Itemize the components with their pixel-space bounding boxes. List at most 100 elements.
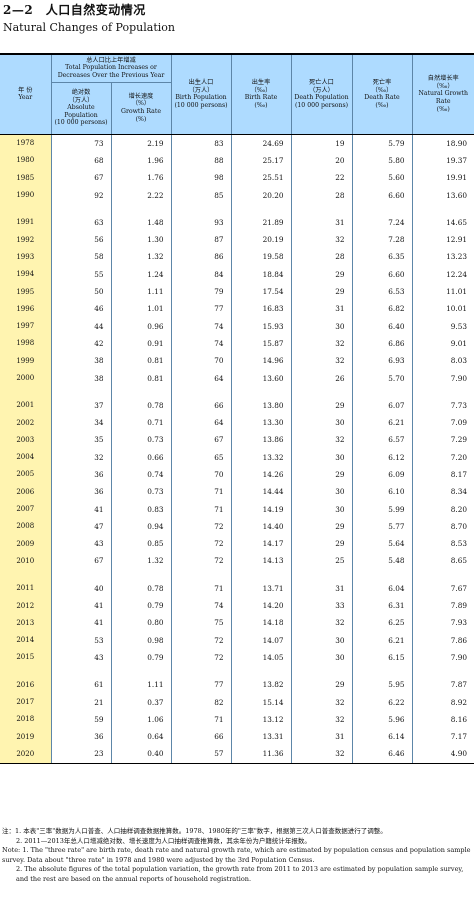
footnotes: 注：1. 本表"三率"数据为人口普查、人口抽样调查数据推算数。1978、1980… (2, 827, 472, 884)
header-absolute-en-unit: (10 000 persons) (54, 119, 108, 127)
value-cell: 14.44 (231, 483, 292, 501)
note-cn-2: 2. 2011—2013年总人口增减绝对数、增长速度为人口抽样调查推算数，其余年… (16, 836, 311, 845)
table-row: 2010 67 1.32 72 14.13 25 5.48 8.65 (0, 552, 474, 570)
table-row: 2017 21 0.37 82 15.14 32 6.22 8.92 (0, 693, 474, 711)
header-growth-unit: （%） (131, 100, 151, 108)
spacer-cell (352, 203, 413, 214)
year-cell: 2011 (0, 579, 52, 597)
value-cell: 14.13 (231, 552, 292, 570)
header-births-unit: （万人） (188, 86, 214, 94)
spacer-cell (0, 569, 52, 580)
value-cell: 8.53 (450, 539, 467, 549)
value-cell: 6.35 (352, 248, 413, 266)
value-cell: 7.20 (450, 452, 467, 462)
value-cell: 32 (291, 230, 353, 249)
value-cell: 6.60 (352, 265, 413, 283)
value-cell: 12.24 (446, 269, 467, 279)
value-cell: 19.91 (446, 173, 467, 183)
value-cell: 83 (171, 134, 232, 152)
header-births-cn: 出生人口 (188, 79, 214, 87)
value-cell: 67 (171, 431, 232, 449)
spacer-cell (171, 666, 232, 677)
table-row: 2009 43 0.85 72 14.17 29 5.64 8.53 (0, 535, 474, 553)
value-cell: 30 (291, 500, 353, 518)
value-cell: 28 (291, 248, 353, 266)
value-cell: 5.80 (352, 151, 413, 170)
header-group-en: Total Population Increases or Decreases … (57, 64, 165, 80)
value-cell: 6.46 (352, 745, 413, 764)
value-cell: 41 (51, 500, 112, 518)
group-spacer (0, 386, 474, 397)
header-birthrate-unit: （‰） (250, 86, 272, 94)
value-cell: 6.53 (352, 282, 413, 301)
value-cell: 30 (291, 413, 353, 432)
header-growth-cn: 增长速度 (128, 92, 154, 100)
value-cell: 8.17 (450, 469, 467, 479)
value-cell: 74 (171, 334, 232, 353)
value-cell: 65 (171, 448, 232, 466)
value-cell: 7.67 (450, 583, 467, 593)
year-cell: 2010 (0, 552, 52, 570)
value-cell: 31 (291, 579, 353, 597)
header-birth-rate: 出生率 （‰） Birth Rate (‰) (231, 53, 292, 135)
year-cell: 1978 (0, 134, 52, 152)
value-cell: 6.22 (352, 693, 413, 711)
value-cell: 30 (291, 631, 353, 649)
value-cell: 19.37 (446, 155, 467, 165)
value-cell: 8.70 (450, 521, 467, 531)
year-cell: 1994 (0, 265, 52, 283)
header-deaths-cn: 死亡人口 (309, 79, 334, 87)
value-cell: 1.76 (111, 169, 172, 187)
value-cell: 72 (171, 517, 232, 536)
value-cell: 1.32 (111, 552, 172, 570)
note-cn-1: 注：1. 本表"三率"数据为人口普查、人口抽样调查数据推算数。1978、1980… (2, 827, 387, 835)
value-cell: 6.82 (352, 300, 413, 318)
value-cell: 5.64 (352, 535, 413, 553)
value-cell: 0.64 (111, 728, 172, 746)
year-cell: 1996 (0, 300, 52, 318)
value-cell: 0.79 (111, 648, 172, 667)
value-cell: 0.81 (111, 352, 172, 370)
header-deaths-en-unit: (10 000 persons) (294, 101, 349, 109)
title-block: 2—2 人口自然变动情况 Natural Changes of Populati… (3, 2, 175, 35)
value-cell: 25.17 (231, 151, 292, 170)
spacer-cell (412, 666, 474, 676)
value-cell: 11.36 (231, 745, 292, 764)
header-year-cn: 年 份 (18, 86, 33, 94)
value-cell: 29 (291, 282, 353, 301)
table-row: 2018 59 1.06 71 13.12 32 5.96 8.16 (0, 710, 474, 728)
value-cell: 93 (171, 213, 232, 231)
spacer-cell (51, 203, 112, 214)
value-cell: 63 (51, 213, 112, 231)
value-cell: 38 (51, 369, 112, 387)
header-population-change: 总人口比上年增减 Total Population Increases or D… (51, 53, 172, 83)
header-deaths-unit: （万人） (309, 86, 334, 94)
value-cell: 66 (171, 728, 232, 746)
value-cell: 29 (291, 265, 353, 283)
spacer-cell (412, 204, 474, 214)
header-year-en: Year (18, 94, 33, 102)
value-cell: 29 (291, 676, 353, 694)
value-cell: 68 (51, 151, 112, 170)
spacer-cell (51, 666, 112, 677)
value-cell: 8.65 (450, 556, 467, 566)
value-cell: 13.60 (446, 190, 467, 200)
value-cell: 5.99 (352, 500, 413, 518)
year-cell: 1995 (0, 282, 52, 301)
header-birthrate-en: Birth Rate (244, 94, 278, 102)
header-births-en-unit: (10 000 persons) (174, 101, 228, 109)
spacer-cell (231, 666, 292, 677)
value-cell: 7.24 (352, 213, 413, 231)
value-cell: 87 (171, 230, 232, 249)
value-cell: 32 (291, 352, 353, 370)
table-row: 1997 44 0.96 74 15.93 30 6.40 9.53 (0, 317, 474, 335)
value-cell: 13.31 (231, 728, 292, 746)
value-cell: 7.09 (450, 418, 467, 428)
header-year: 年 份 Year (0, 53, 52, 135)
year-cell: 2009 (0, 535, 52, 553)
value-cell: 13.86 (231, 431, 292, 449)
value-cell: 8.20 (450, 504, 467, 514)
value-cell: 14.96 (231, 352, 292, 370)
value-cell: 7.73 (450, 400, 467, 410)
value-cell: 30 (291, 448, 353, 466)
